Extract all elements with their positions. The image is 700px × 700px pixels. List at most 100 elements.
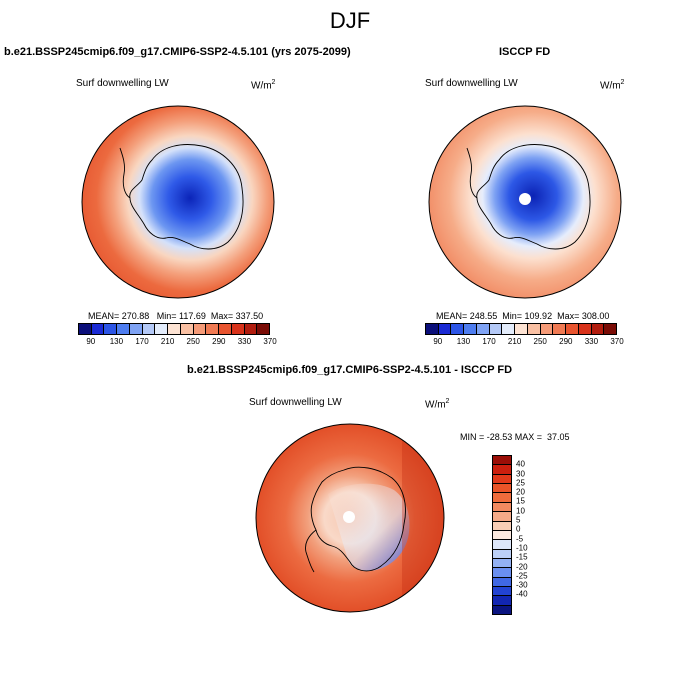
model-colorbar-cell (244, 324, 258, 334)
diff-colorbar-tick-label: -25 (516, 571, 528, 581)
diff-colorbar-tick-label: -5 (516, 534, 524, 544)
obs-colorbar-cell (451, 324, 465, 334)
obs-colorbar-tick-label: 250 (533, 337, 547, 346)
obs-pole-gap (519, 193, 531, 205)
model-polar-map (81, 105, 275, 299)
model-colorbar-cell (257, 324, 270, 334)
model-colorbar-cell (168, 324, 181, 334)
obs-colorbar-tick-label: 210 (507, 337, 522, 346)
obs-colorbar-tick-label: 370 (610, 337, 624, 346)
model-panel-title: b.e21.BSSP245cmip6.f09_g17.CMIP6-SSP2-4.… (4, 46, 351, 58)
obs-colorbar-cell (553, 324, 567, 334)
diff-colorbar: 40 30 25 20 15 10 5 0 -5 -10 -15 -20 -25 -30 -40 (492, 455, 528, 615)
obs-colorbar-cell (464, 324, 477, 334)
diff-colorbar-cell (493, 577, 511, 588)
diff-colorbar-cell (493, 474, 511, 485)
model-colorbar-cell (79, 324, 92, 334)
diff-colorbar-cell (493, 465, 511, 475)
model-colorbar-cell (155, 324, 169, 334)
model-colorbar-cell (193, 324, 207, 334)
diff-colorbar-tick-label: 5 (516, 515, 521, 525)
diff-polar-map (255, 423, 445, 613)
obs-units-label: W/m2 (600, 79, 625, 92)
diff-colorbar-cell (493, 493, 511, 503)
model-colorbar-cell (117, 324, 130, 334)
obs-stats: MEAN= 248.55 Min= 109.92 Max= 308.00 (436, 311, 610, 321)
obs-colorbar-tick-label: 130 (456, 337, 471, 346)
diff-colorbar-tick-label: 40 (516, 459, 525, 469)
obs-colorbar: 90 130 170 210 250 290 330 370 (425, 323, 624, 347)
diff-colorbar-tick-label: -20 (516, 562, 528, 572)
model-colorbar-cell (231, 324, 245, 334)
obs-colorbar-tick-label: 330 (584, 337, 599, 346)
model-colorbar-tick-label: 370 (263, 337, 277, 346)
model-colorbar-cell (206, 324, 220, 334)
diff-colorbar-tick-label: -40 (516, 589, 528, 599)
model-coastline (119, 144, 244, 250)
model-colorbar-tick-label: 170 (135, 337, 149, 346)
obs-panel-title: ISCCP FD (499, 46, 551, 58)
diff-stats: MIN = -28.53 MAX = 37.05 (460, 432, 570, 442)
diff-colorbar-tick-label: 20 (516, 487, 525, 497)
obs-colorbar-cell (578, 324, 592, 334)
diff-panel-title: b.e21.BSSP245cmip6.f09_g17.CMIP6-SSP2-4.… (187, 364, 513, 376)
model-colorbar-tick-label: 330 (237, 337, 252, 346)
model-colorbar: 90 130 170 210 250 290 330 370 (78, 323, 277, 347)
obs-colorbar-cell (502, 324, 516, 334)
model-colorbar-cell (91, 324, 105, 334)
diff-coastline (305, 466, 406, 573)
diff-colorbar-tick-label: -10 (516, 543, 528, 553)
obs-colorbar-tick-label: 90 (433, 337, 443, 346)
season-title: DJF (329, 8, 371, 33)
model-units-label: W/m2 (251, 79, 276, 92)
diff-colorbar-cell (493, 512, 511, 522)
obs-polar-map (428, 105, 622, 299)
diff-colorbar-cell (493, 484, 511, 494)
obs-colorbar-cell (604, 324, 617, 334)
diff-variable-label: Surf downwelling LW (249, 397, 342, 408)
diff-colorbar-tick-label: 0 (516, 524, 521, 534)
diff-colorbar-cell (493, 530, 511, 541)
diff-colorbar-tick-label: 25 (516, 478, 525, 488)
diff-units-label: W/m2 (425, 398, 450, 411)
diff-colorbar-cell (493, 605, 511, 615)
model-stats: MEAN= 270.88 Min= 117.69 Max= 337.50 (88, 311, 264, 321)
model-colorbar-cell (104, 324, 118, 334)
obs-colorbar-cell (426, 324, 439, 334)
model-variable-label: Surf downwelling LW (76, 78, 169, 89)
obs-colorbar-cell (527, 324, 541, 334)
obs-colorbar-tick-label: 290 (559, 337, 573, 346)
diff-colorbar-tick-label: 15 (516, 496, 525, 506)
diff-colorbar-cell (493, 549, 511, 559)
obs-colorbar-cell (515, 324, 528, 334)
diff-colorbar-cell (493, 596, 511, 606)
diff-colorbar-cell (493, 521, 511, 531)
model-colorbar-cell (180, 324, 194, 334)
model-colorbar-tick-label: 290 (212, 337, 226, 346)
diff-colorbar-tick-label: 10 (516, 506, 525, 516)
model-colorbar-tick-label: 250 (186, 337, 200, 346)
diff-pole-gap (343, 511, 355, 523)
diff-colorbar-tick-label: -15 (516, 552, 528, 562)
obs-variable-label: Surf downwelling LW (425, 78, 518, 89)
model-colorbar-tick-label: 90 (86, 337, 96, 346)
model-colorbar-cell (142, 324, 156, 334)
obs-colorbar-cell (438, 324, 452, 334)
obs-colorbar-cell (591, 324, 605, 334)
model-colorbar-tick-label: 210 (160, 337, 175, 346)
diff-colorbar-cell (493, 558, 511, 569)
obs-colorbar-cell (476, 324, 490, 334)
obs-colorbar-tick-label: 170 (482, 337, 496, 346)
diff-colorbar-cell (493, 502, 511, 513)
diff-colorbar-cell (493, 568, 511, 578)
diff-colorbar-cell (493, 456, 511, 466)
diff-colorbar-cell (493, 540, 511, 550)
obs-colorbar-cell (540, 324, 554, 334)
obs-colorbar-cell (566, 324, 579, 334)
diff-colorbar-tick-label: 30 (516, 469, 525, 479)
obs-colorbar-cell (489, 324, 503, 334)
model-colorbar-cell (129, 324, 143, 334)
obs-coastline (466, 144, 591, 250)
model-colorbar-tick-label: 130 (109, 337, 124, 346)
diff-colorbar-cell (493, 587, 511, 597)
